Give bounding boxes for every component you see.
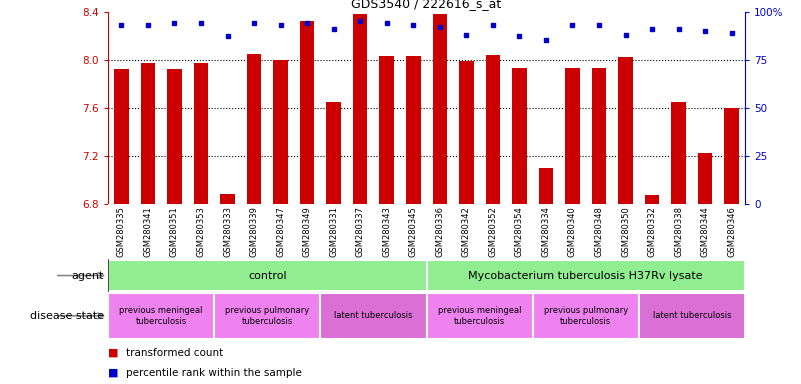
- Bar: [638, 293, 745, 339]
- Text: ■: ■: [108, 348, 119, 358]
- Bar: [108, 293, 215, 339]
- Text: GSM280340: GSM280340: [568, 206, 577, 257]
- Bar: [220, 194, 235, 204]
- Bar: [426, 293, 533, 339]
- Bar: [380, 56, 394, 204]
- Bar: [320, 293, 426, 339]
- Bar: [406, 56, 421, 204]
- Bar: [592, 68, 606, 204]
- Text: GSM280343: GSM280343: [382, 206, 391, 257]
- Bar: [114, 69, 129, 204]
- Bar: [247, 53, 261, 204]
- Text: GSM280337: GSM280337: [356, 206, 364, 257]
- Text: GSM280336: GSM280336: [435, 206, 445, 257]
- Bar: [353, 14, 368, 204]
- Bar: [485, 55, 500, 204]
- Text: Mycobacterium tuberculosis H37Rv lysate: Mycobacterium tuberculosis H37Rv lysate: [469, 270, 703, 281]
- Text: disease state: disease state: [30, 311, 104, 321]
- Text: transformed count: transformed count: [126, 348, 223, 358]
- Bar: [194, 63, 208, 204]
- Text: previous meningeal
tuberculosis: previous meningeal tuberculosis: [119, 306, 203, 326]
- Bar: [698, 153, 712, 204]
- Text: latent tuberculosis: latent tuberculosis: [653, 311, 731, 320]
- Bar: [426, 260, 745, 291]
- Bar: [618, 57, 633, 204]
- Bar: [724, 108, 739, 204]
- Text: GSM280332: GSM280332: [647, 206, 657, 257]
- Text: GSM280351: GSM280351: [170, 206, 179, 257]
- Bar: [671, 101, 686, 204]
- Text: GSM280339: GSM280339: [250, 206, 259, 257]
- Text: control: control: [248, 270, 287, 281]
- Bar: [459, 61, 473, 204]
- Bar: [300, 21, 315, 204]
- Text: percentile rank within the sample: percentile rank within the sample: [126, 368, 302, 378]
- Text: GSM280347: GSM280347: [276, 206, 285, 257]
- Text: GSM280334: GSM280334: [541, 206, 550, 257]
- Text: previous pulmonary
tuberculosis: previous pulmonary tuberculosis: [225, 306, 309, 326]
- Text: GSM280342: GSM280342: [462, 206, 471, 257]
- Text: GSM280335: GSM280335: [117, 206, 126, 257]
- Bar: [326, 101, 341, 204]
- Text: GSM280341: GSM280341: [143, 206, 152, 257]
- Bar: [566, 68, 580, 204]
- Title: GDS3540 / 222616_s_at: GDS3540 / 222616_s_at: [352, 0, 501, 10]
- Text: previous meningeal
tuberculosis: previous meningeal tuberculosis: [438, 306, 521, 326]
- Bar: [167, 69, 182, 204]
- Text: GSM280345: GSM280345: [409, 206, 418, 257]
- Bar: [645, 195, 659, 204]
- Bar: [512, 68, 527, 204]
- Text: GSM280331: GSM280331: [329, 206, 338, 257]
- Text: GSM280352: GSM280352: [489, 206, 497, 257]
- Text: GSM280346: GSM280346: [727, 206, 736, 257]
- Text: agent: agent: [72, 270, 104, 281]
- Text: GSM280349: GSM280349: [303, 206, 312, 257]
- Text: GSM280354: GSM280354: [515, 206, 524, 257]
- Text: GSM280348: GSM280348: [594, 206, 603, 257]
- Bar: [141, 63, 155, 204]
- Bar: [108, 260, 427, 291]
- Text: previous pulmonary
tuberculosis: previous pulmonary tuberculosis: [544, 306, 628, 326]
- Text: GSM280344: GSM280344: [701, 206, 710, 257]
- Bar: [533, 293, 638, 339]
- Text: GSM280350: GSM280350: [621, 206, 630, 257]
- Bar: [273, 60, 288, 204]
- Text: GSM280353: GSM280353: [196, 206, 206, 257]
- Text: ■: ■: [108, 368, 119, 378]
- Text: GSM280338: GSM280338: [674, 206, 683, 257]
- Text: GSM280333: GSM280333: [223, 206, 232, 257]
- Bar: [538, 167, 553, 204]
- Bar: [433, 14, 447, 204]
- Bar: [215, 293, 320, 339]
- Text: latent tuberculosis: latent tuberculosis: [334, 311, 413, 320]
